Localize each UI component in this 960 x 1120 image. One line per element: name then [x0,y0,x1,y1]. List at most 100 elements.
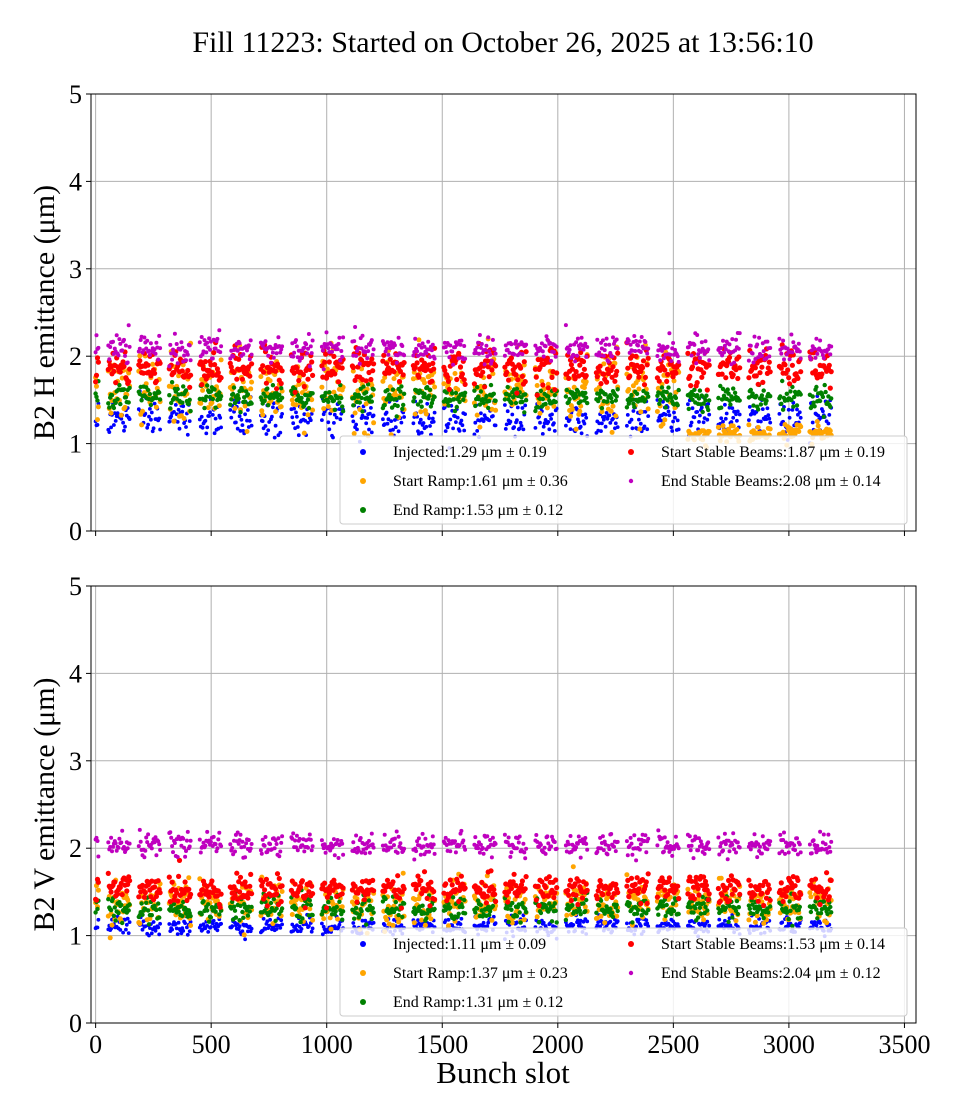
data-point [209,878,215,884]
data-point [140,912,145,917]
data-point [748,387,753,393]
data-point [95,359,101,365]
data-point [475,429,480,433]
data-point [441,381,447,387]
data-point [518,920,523,925]
data-point [122,404,128,410]
data-point [746,375,752,381]
data-point [175,361,180,366]
data-point [392,887,398,893]
data-point [305,351,310,356]
data-point [369,382,375,388]
data-point [240,909,245,915]
data-point [552,901,557,906]
data-point [261,369,267,375]
data-point [205,383,210,388]
data-point [367,427,371,432]
data-point [505,409,510,414]
data-point [357,912,362,917]
data-point [278,380,284,387]
data-point [518,365,524,371]
data-point [332,407,337,412]
data-point [276,875,282,882]
data-point [351,431,357,436]
data-point [246,929,250,934]
data-point [432,384,438,390]
data-point [727,903,732,909]
data-point [279,347,284,352]
data-point [673,415,677,420]
data-point [152,401,157,406]
data-point [145,362,151,368]
data-point [364,887,370,893]
data-point [600,421,604,426]
data-point [274,891,280,897]
data-point [788,389,793,394]
data-point [269,360,273,365]
data-point [671,419,675,424]
data-point [109,393,115,398]
data-point [523,906,528,911]
data-point [550,412,554,417]
data-point [278,899,284,905]
data-point [443,429,448,433]
data-point [265,386,270,391]
data-point [127,366,133,372]
data-point [244,429,250,434]
data-point [813,355,818,360]
data-point [503,427,508,431]
data-point [657,401,662,406]
data-point [814,907,819,912]
data-point [217,912,222,917]
data-point [672,410,676,415]
data-point [533,408,538,414]
data-point [609,910,615,915]
data-point [737,398,742,403]
data-point [215,336,220,341]
data-point [626,387,632,392]
data-point [662,367,668,373]
data-point [660,348,664,353]
data-point [486,374,492,380]
data-point [552,429,557,433]
data-point [454,420,458,424]
data-point [451,362,456,367]
data-point [575,353,579,358]
data-point [329,342,334,347]
data-point [685,350,691,356]
data-point [218,375,224,381]
data-point [235,426,240,431]
data-point [577,922,582,926]
data-point [664,902,669,908]
data-point [127,385,132,391]
data-point [462,428,467,433]
data-point [271,405,275,410]
data-point [706,362,712,368]
data-point [584,354,589,359]
data-point [157,416,162,421]
data-point [272,435,277,440]
data-point [646,924,651,929]
data-point [547,427,552,432]
data-point [309,351,314,356]
data-point [154,340,159,345]
data-point [210,413,215,417]
data-point [579,335,584,340]
data-point [175,420,180,424]
data-point [455,879,461,886]
data-point [631,401,636,406]
data-point [659,385,665,390]
data-point [206,894,212,900]
data-point [123,353,127,358]
data-point [382,888,388,894]
data-point [737,365,743,371]
data-point [787,899,792,904]
data-point [182,353,187,358]
data-point [228,364,234,370]
data-point [630,397,635,402]
data-point [201,899,206,904]
data-point [432,896,438,902]
data-point [602,920,608,926]
data-point [235,393,240,398]
